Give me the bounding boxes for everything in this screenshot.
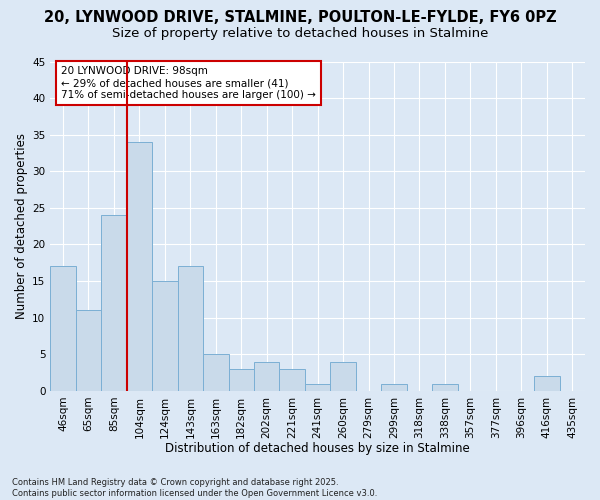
Bar bbox=[229, 369, 254, 391]
Bar bbox=[101, 215, 127, 391]
Text: 20, LYNWOOD DRIVE, STALMINE, POULTON-LE-FYLDE, FY6 0PZ: 20, LYNWOOD DRIVE, STALMINE, POULTON-LE-… bbox=[44, 10, 556, 25]
Text: 20 LYNWOOD DRIVE: 98sqm
← 29% of detached houses are smaller (41)
71% of semi-de: 20 LYNWOOD DRIVE: 98sqm ← 29% of detache… bbox=[61, 66, 316, 100]
Bar bbox=[534, 376, 560, 391]
Bar bbox=[331, 362, 356, 391]
Bar bbox=[76, 310, 101, 391]
Text: Contains HM Land Registry data © Crown copyright and database right 2025.
Contai: Contains HM Land Registry data © Crown c… bbox=[12, 478, 377, 498]
Bar bbox=[305, 384, 331, 391]
Bar bbox=[280, 369, 305, 391]
Bar bbox=[50, 266, 76, 391]
Text: Size of property relative to detached houses in Stalmine: Size of property relative to detached ho… bbox=[112, 28, 488, 40]
X-axis label: Distribution of detached houses by size in Stalmine: Distribution of detached houses by size … bbox=[165, 442, 470, 455]
Bar bbox=[381, 384, 407, 391]
Bar bbox=[178, 266, 203, 391]
Bar bbox=[254, 362, 280, 391]
Bar bbox=[203, 354, 229, 391]
Bar bbox=[127, 142, 152, 391]
Bar bbox=[432, 384, 458, 391]
Bar bbox=[152, 281, 178, 391]
Y-axis label: Number of detached properties: Number of detached properties bbox=[15, 133, 28, 319]
